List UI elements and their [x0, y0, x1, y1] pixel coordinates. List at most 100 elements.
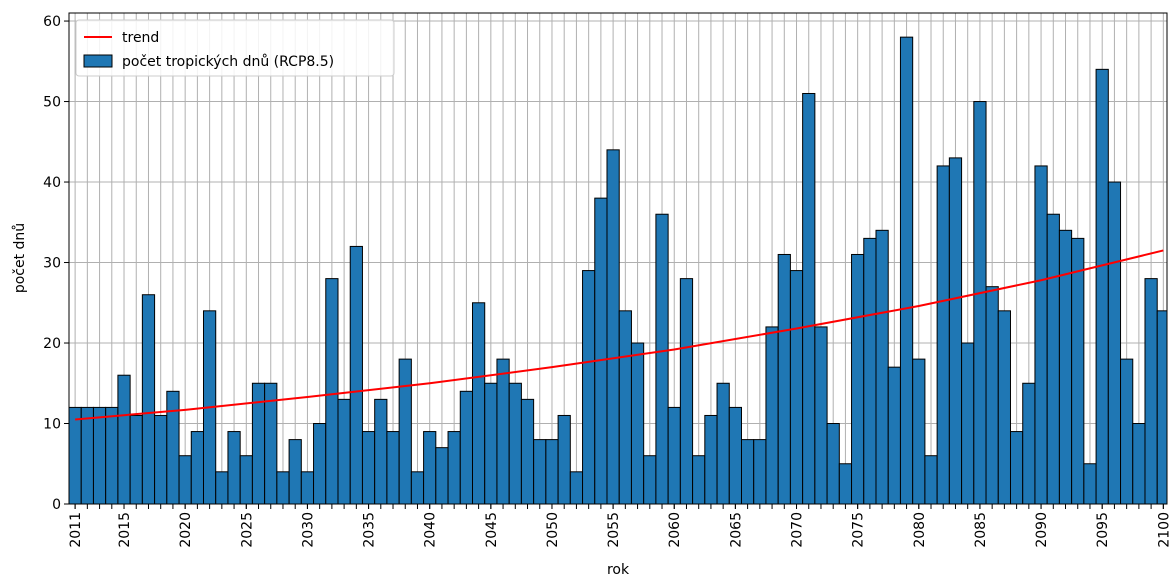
legend-label: trend: [122, 30, 159, 46]
bar: [239, 455, 253, 504]
bar: [948, 157, 963, 504]
bar: [851, 253, 865, 504]
bar: [1132, 423, 1146, 504]
y-tick-label: 0: [52, 497, 61, 513]
legend: trend počet tropických dnů (RCP8.5): [75, 19, 395, 77]
bar: [141, 294, 156, 504]
bar: [655, 213, 669, 504]
bar: [1009, 431, 1024, 504]
bar: [1034, 165, 1048, 504]
x-tick-label: 2055: [606, 512, 622, 548]
bar: [459, 390, 473, 504]
bar: [337, 398, 351, 504]
bar: [667, 406, 681, 504]
x-tick-label: 2075: [851, 512, 867, 548]
bar: [276, 471, 290, 504]
bar: [716, 382, 730, 504]
bar: [215, 471, 229, 504]
bar: [899, 36, 914, 504]
bar: [374, 398, 388, 504]
x-tick-label: 2085: [973, 512, 989, 548]
bar: [508, 382, 522, 504]
trend-layer: [75, 249, 1164, 421]
bar: [582, 270, 596, 504]
bar: [985, 286, 999, 504]
y-tick-label: 50: [43, 95, 61, 111]
bar: [777, 253, 791, 504]
x-axis-label: rok: [607, 562, 630, 578]
x-tick-label: 2045: [484, 512, 500, 548]
bar: [227, 431, 241, 504]
bar: [924, 455, 938, 504]
x-tick-label: 2095: [1095, 512, 1111, 548]
legend-label: počet tropických dnů (RCP8.5): [122, 54, 334, 70]
bar: [545, 439, 559, 504]
bar: [569, 471, 584, 504]
bar: [80, 406, 94, 504]
bar: [1071, 237, 1085, 504]
bar: [300, 471, 315, 504]
bar: [1058, 229, 1073, 504]
bar: [117, 374, 131, 504]
bar: [753, 439, 767, 504]
bar: [961, 342, 975, 504]
bar: [643, 455, 657, 504]
bar: [313, 423, 327, 504]
y-tick-label: 30: [43, 256, 61, 272]
x-tick-label: 2070: [790, 512, 806, 548]
bar: [520, 398, 535, 504]
bar: [496, 358, 510, 504]
bar: [630, 342, 645, 504]
bar: [997, 310, 1011, 504]
bar: [349, 245, 363, 504]
bar: [361, 431, 376, 504]
bar: [154, 414, 168, 504]
bar: [765, 326, 779, 504]
x-tick-label: 2090: [1034, 512, 1050, 548]
bar: [973, 101, 987, 504]
bar: [166, 390, 180, 504]
x-tick-label: 2080: [912, 512, 928, 548]
bar: [704, 414, 718, 504]
bar: [447, 431, 461, 504]
bar: [410, 471, 425, 504]
x-tick-label: 2060: [667, 512, 683, 548]
x-tick-label: 2050: [545, 512, 561, 548]
y-tick-label: 10: [43, 417, 61, 433]
bar: [386, 431, 400, 504]
x-tick-label: 2030: [300, 512, 316, 548]
bar: [288, 439, 302, 504]
bar: [814, 326, 828, 504]
plot-frame: [68, 12, 1168, 505]
bar: [594, 197, 608, 504]
bar: [1095, 68, 1109, 504]
bar: [1022, 382, 1036, 504]
x-tick-label: 2011: [68, 512, 84, 548]
bar: [740, 439, 755, 504]
bar: [178, 455, 192, 504]
bar: [618, 310, 632, 504]
bar: [863, 237, 877, 504]
bar: [789, 270, 804, 504]
bar: [435, 447, 449, 504]
bar: [728, 406, 742, 504]
bar: [190, 431, 204, 504]
legend-swatch: [83, 54, 113, 68]
bar: [69, 406, 82, 504]
x-tick-label: 2020: [178, 512, 194, 548]
bars: [69, 36, 1167, 504]
bar: [1083, 463, 1097, 504]
bar: [1144, 278, 1158, 504]
x-tick-label: 2015: [117, 512, 133, 548]
bar: [264, 382, 278, 504]
bar: [471, 302, 486, 504]
y-tick-label: 60: [43, 14, 61, 30]
bar: [484, 382, 498, 504]
bar: [1120, 358, 1134, 504]
bar: [802, 92, 816, 504]
bar: [325, 278, 339, 504]
bar: [875, 229, 889, 504]
bar: [557, 414, 571, 504]
